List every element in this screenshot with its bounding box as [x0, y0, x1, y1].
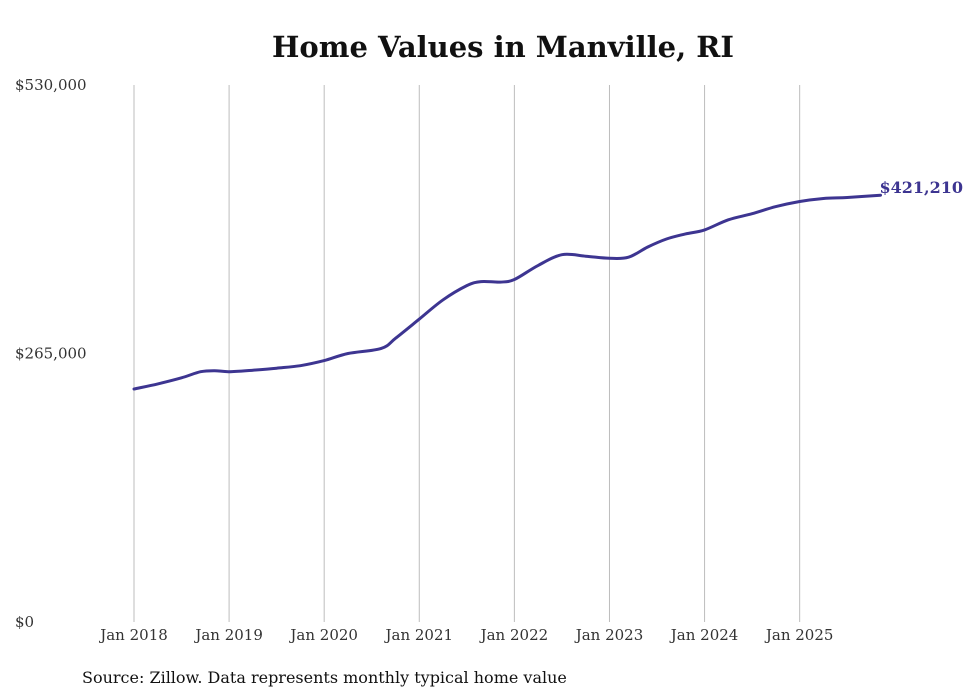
- x-tick-label: Jan 2022: [479, 626, 549, 644]
- y-tick-label: $265,000: [15, 345, 87, 363]
- end-value-label: $421,210: [879, 178, 963, 197]
- x-tick-label: Jan 2024: [669, 626, 739, 644]
- series-lines: [132, 193, 882, 391]
- x-axis-ticks: Jan 2018 Jan 2019 Jan 2020 Jan 2021 Jan 2022…: [98, 626, 833, 644]
- chart-title: Home Values in Manville, RI: [272, 30, 734, 64]
- y-axis-ticks: $0 $265,000 $530,000: [15, 76, 87, 631]
- x-tick-label: Jan 2020: [288, 626, 358, 644]
- x-tick-label: Jan 2021: [384, 626, 454, 644]
- series-line: [132, 193, 882, 391]
- x-tick-label: Jan 2019: [193, 626, 263, 644]
- source-note: Source: Zillow. Data represents monthly …: [82, 668, 567, 687]
- x-tick-label: Jan 2025: [764, 626, 834, 644]
- x-tick-label: Jan 2018: [98, 626, 168, 644]
- y-tick-label: $0: [15, 613, 34, 631]
- end-labels: $421,210: [879, 178, 963, 197]
- y-tick-label: $530,000: [15, 76, 87, 94]
- x-tick-label: Jan 2023: [574, 626, 644, 644]
- gridlines: [133, 85, 801, 622]
